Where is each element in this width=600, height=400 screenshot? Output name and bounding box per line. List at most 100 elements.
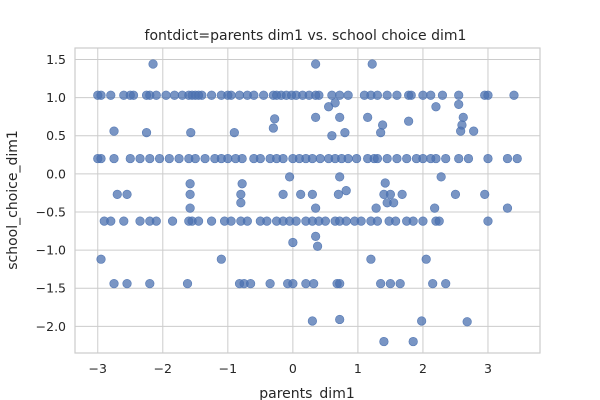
data-point xyxy=(112,189,122,199)
data-point xyxy=(512,153,522,164)
data-point xyxy=(109,279,119,289)
data-point xyxy=(161,90,171,100)
data-point xyxy=(327,131,337,141)
chart-title: fontdict=parents dim1 vs. school choice … xyxy=(145,28,467,44)
y-tick-label: −2.0 xyxy=(36,319,66,334)
y-axis-label: school_choice_dim1 xyxy=(5,130,21,270)
data-point xyxy=(285,172,295,182)
data-point xyxy=(397,189,407,199)
data-point xyxy=(408,336,418,347)
data-point xyxy=(363,112,373,122)
data-point xyxy=(343,153,353,164)
data-point xyxy=(206,90,217,100)
y-tick-label: −1.5 xyxy=(36,281,66,296)
x-tick-label: −3 xyxy=(89,361,107,376)
data-point xyxy=(96,90,106,100)
data-point xyxy=(182,279,193,289)
data-point xyxy=(327,90,337,100)
data-point xyxy=(376,128,386,138)
data-point xyxy=(430,203,440,213)
data-point xyxy=(119,216,129,226)
data-point xyxy=(109,153,119,164)
data-point xyxy=(151,90,161,100)
data-point xyxy=(382,90,392,100)
data-point xyxy=(335,172,345,182)
data-point xyxy=(291,216,301,226)
data-point xyxy=(463,153,474,164)
data-point xyxy=(109,126,119,136)
data-point xyxy=(352,153,362,164)
data-point xyxy=(255,153,265,164)
data-point xyxy=(193,216,204,226)
data-point xyxy=(296,189,306,199)
data-point xyxy=(372,216,383,226)
data-point xyxy=(315,153,325,164)
data-point xyxy=(382,153,392,164)
data-point xyxy=(483,153,493,164)
data-point xyxy=(406,90,416,100)
data-point xyxy=(237,179,247,189)
data-point xyxy=(343,90,353,100)
data-point xyxy=(335,279,345,289)
data-point xyxy=(216,254,226,264)
data-point xyxy=(434,216,444,226)
data-point xyxy=(311,112,321,122)
data-point xyxy=(307,316,317,326)
x-axis-label: parents_dim1 xyxy=(259,386,355,400)
data-point xyxy=(301,279,311,289)
data-point xyxy=(379,336,389,347)
data-point xyxy=(385,279,396,289)
data-point xyxy=(206,216,217,226)
data-point xyxy=(185,189,195,199)
data-point xyxy=(226,90,236,100)
data-point xyxy=(356,216,366,226)
x-tick-label: −1 xyxy=(219,361,237,376)
data-point xyxy=(335,314,345,325)
data-point xyxy=(309,279,319,289)
data-point xyxy=(154,153,165,164)
data-point xyxy=(122,189,132,199)
data-point xyxy=(392,90,402,100)
data-point xyxy=(418,153,428,164)
data-point xyxy=(242,216,252,226)
data-point xyxy=(392,153,402,164)
data-point xyxy=(288,237,298,248)
data-point xyxy=(502,153,513,164)
data-points xyxy=(93,59,522,347)
data-point xyxy=(421,254,431,264)
data-point xyxy=(454,153,464,164)
data-point xyxy=(341,185,351,196)
y-tick-labels: 1.5 1.0 0.5 0.0 −0.5 −1.0 −1.5 −2.0 xyxy=(36,52,66,334)
data-point xyxy=(456,126,466,136)
data-point xyxy=(480,189,490,199)
data-point xyxy=(431,153,441,164)
data-point xyxy=(454,99,464,110)
x-tick-label: −2 xyxy=(154,361,172,376)
data-point xyxy=(185,203,195,213)
data-point xyxy=(428,279,438,289)
data-point xyxy=(417,316,427,326)
data-point xyxy=(441,279,451,289)
data-point xyxy=(314,90,324,100)
x-tick-label: 2 xyxy=(419,361,427,376)
data-point xyxy=(426,90,436,100)
data-point xyxy=(237,153,247,164)
data-point xyxy=(458,112,468,122)
data-point xyxy=(502,203,513,213)
data-point xyxy=(135,153,145,164)
data-point xyxy=(106,90,116,100)
data-point xyxy=(437,90,448,100)
data-point xyxy=(483,216,493,226)
data-point xyxy=(441,153,451,164)
data-point xyxy=(431,102,441,112)
data-point xyxy=(185,179,195,189)
data-point xyxy=(148,59,158,69)
data-point xyxy=(245,279,256,289)
data-point xyxy=(454,90,464,100)
data-point xyxy=(223,153,233,164)
data-point xyxy=(311,231,321,241)
data-point xyxy=(229,128,239,138)
data-point xyxy=(151,216,161,226)
data-point xyxy=(311,59,321,69)
